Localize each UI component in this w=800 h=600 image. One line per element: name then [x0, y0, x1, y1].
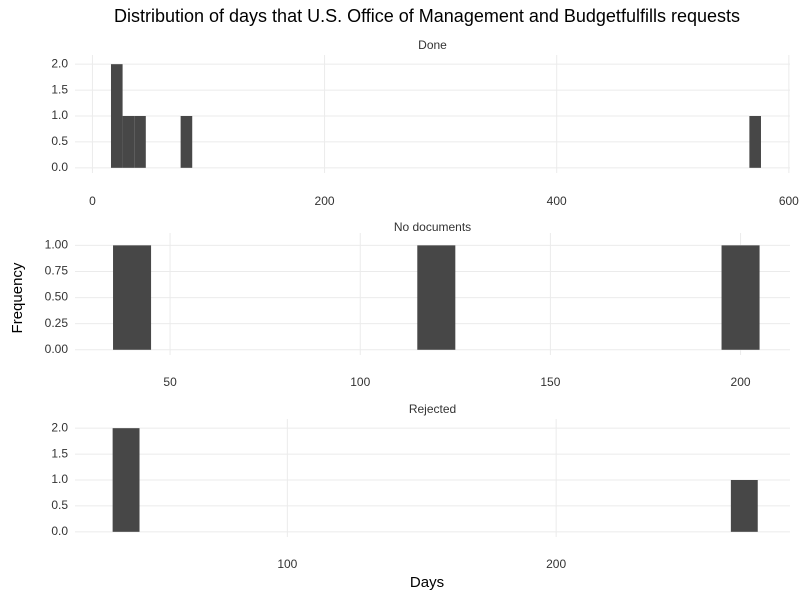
x-axis-label: Days: [410, 574, 444, 591]
bar: [417, 245, 456, 350]
x-tick-label: 100: [277, 557, 297, 571]
y-tick-label: 0.25: [45, 316, 69, 330]
x-tick-label: 100: [350, 375, 370, 389]
facet-title: No documents: [394, 220, 471, 234]
bar: [721, 245, 760, 350]
x-tick-label: 200: [315, 194, 335, 208]
x-tick-label: 400: [547, 194, 567, 208]
bar: [749, 116, 761, 168]
bar: [180, 116, 193, 168]
x-tick-label: 200: [731, 375, 751, 389]
y-tick-label: 1.5: [51, 82, 68, 96]
y-tick-label: 1.0: [51, 472, 68, 486]
bar: [110, 64, 123, 168]
y-tick-label: 0.00: [45, 342, 69, 356]
bar: [112, 428, 140, 532]
y-tick-label: 1.5: [51, 446, 68, 460]
y-tick-label: 2.0: [51, 56, 68, 70]
bar: [122, 116, 135, 168]
bar: [730, 480, 758, 532]
y-tick-label: 1.00: [45, 238, 69, 252]
y-tick-label: 2.0: [51, 420, 68, 434]
y-tick-label: 0.0: [51, 160, 68, 174]
y-tick-label: 0.0: [51, 524, 68, 538]
x-tick-label: 150: [540, 375, 560, 389]
y-tick-label: 1.0: [51, 108, 68, 122]
x-tick-label: 0: [89, 194, 96, 208]
facet-title: Done: [418, 38, 447, 52]
x-tick-label: 200: [546, 557, 566, 571]
y-axis-label: Frequency: [9, 262, 26, 333]
facet-title: Rejected: [409, 402, 456, 416]
y-tick-label: 0.50: [45, 290, 69, 304]
bar: [134, 116, 146, 168]
y-tick-label: 0.5: [51, 134, 68, 148]
y-tick-label: 0.5: [51, 498, 68, 512]
chart-title: Distribution of days that U.S. Office of…: [114, 6, 740, 26]
x-tick-label: 600: [779, 194, 799, 208]
y-tick-label: 0.75: [45, 264, 69, 278]
bar: [113, 245, 152, 350]
x-tick-label: 50: [163, 375, 177, 389]
